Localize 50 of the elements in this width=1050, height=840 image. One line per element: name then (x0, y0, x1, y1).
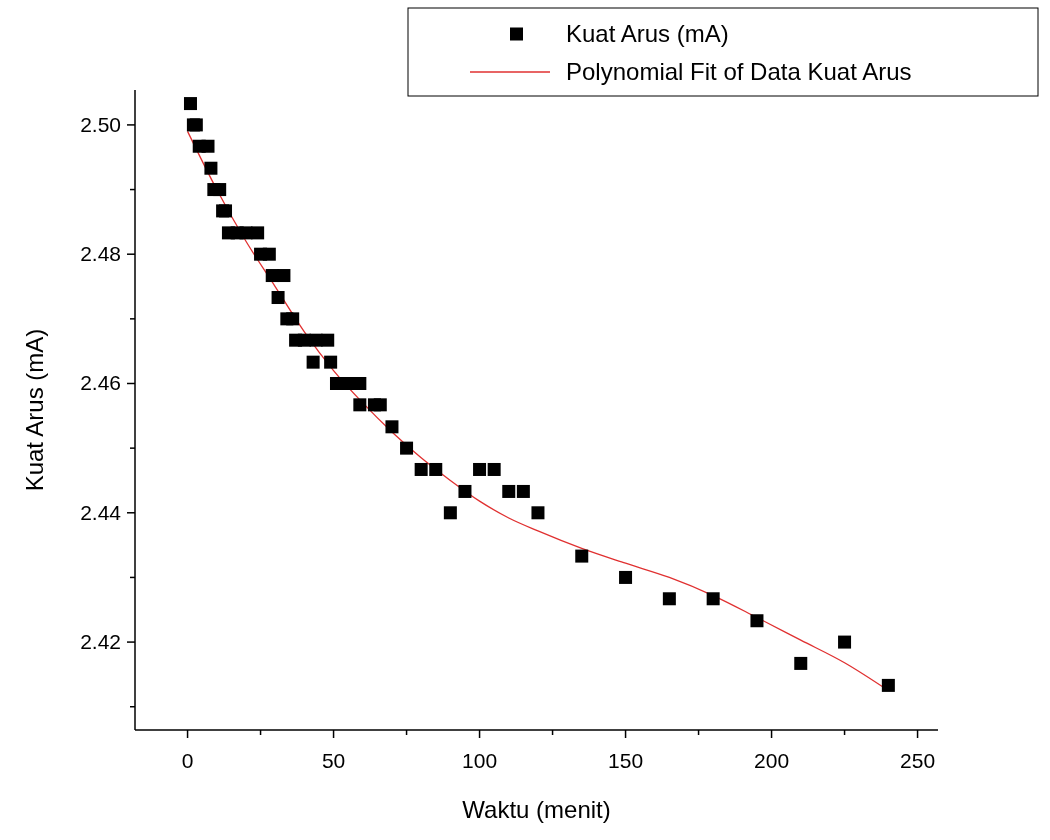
point (400, 441, 414, 455)
y-tick-label: 2.42 (80, 630, 121, 654)
y-tick-label: 2.48 (80, 242, 121, 266)
point (662, 592, 676, 606)
point (750, 614, 764, 628)
x-tick-label: 250 (900, 749, 936, 772)
point (838, 635, 852, 649)
point (429, 462, 443, 476)
point (443, 506, 457, 520)
point (183, 97, 197, 111)
point (373, 398, 387, 412)
point (385, 420, 399, 434)
point (353, 398, 367, 412)
point (794, 656, 808, 670)
legend-label: Polynomial Fit of Data Kuat Arus (566, 58, 912, 85)
x-axis-title: Waktu (menit) (462, 796, 611, 823)
point (881, 678, 895, 692)
x-tick-label: 150 (608, 749, 644, 772)
point (487, 462, 501, 476)
point (706, 592, 720, 606)
point (321, 333, 335, 347)
point (414, 462, 428, 476)
y-tick-label: 2.44 (80, 500, 122, 524)
x-tick-label: 100 (462, 749, 498, 772)
point (204, 161, 218, 175)
legend-label: Kuat Arus (mA) (566, 20, 729, 47)
point (575, 549, 589, 563)
point (277, 269, 291, 283)
y-axis-title: Kuat Arus (mA) (21, 328, 48, 492)
point (251, 226, 265, 240)
point (473, 462, 487, 476)
x-tick-label: 50 (321, 749, 346, 772)
x-tick-label: 200 (754, 749, 790, 772)
point (458, 484, 472, 498)
point (306, 355, 320, 369)
text: 2.50 (80, 112, 121, 136)
point (502, 484, 516, 498)
point (286, 312, 300, 326)
point (201, 139, 215, 153)
y-tick-label: 2.46 (80, 371, 121, 395)
point (271, 291, 285, 305)
point (262, 247, 276, 261)
point (619, 570, 633, 584)
point (213, 183, 227, 197)
x-tick-label: 0 (181, 749, 194, 772)
point (324, 355, 338, 369)
point (353, 377, 367, 390)
point (329, 377, 343, 390)
point (531, 506, 545, 520)
point (516, 484, 530, 498)
